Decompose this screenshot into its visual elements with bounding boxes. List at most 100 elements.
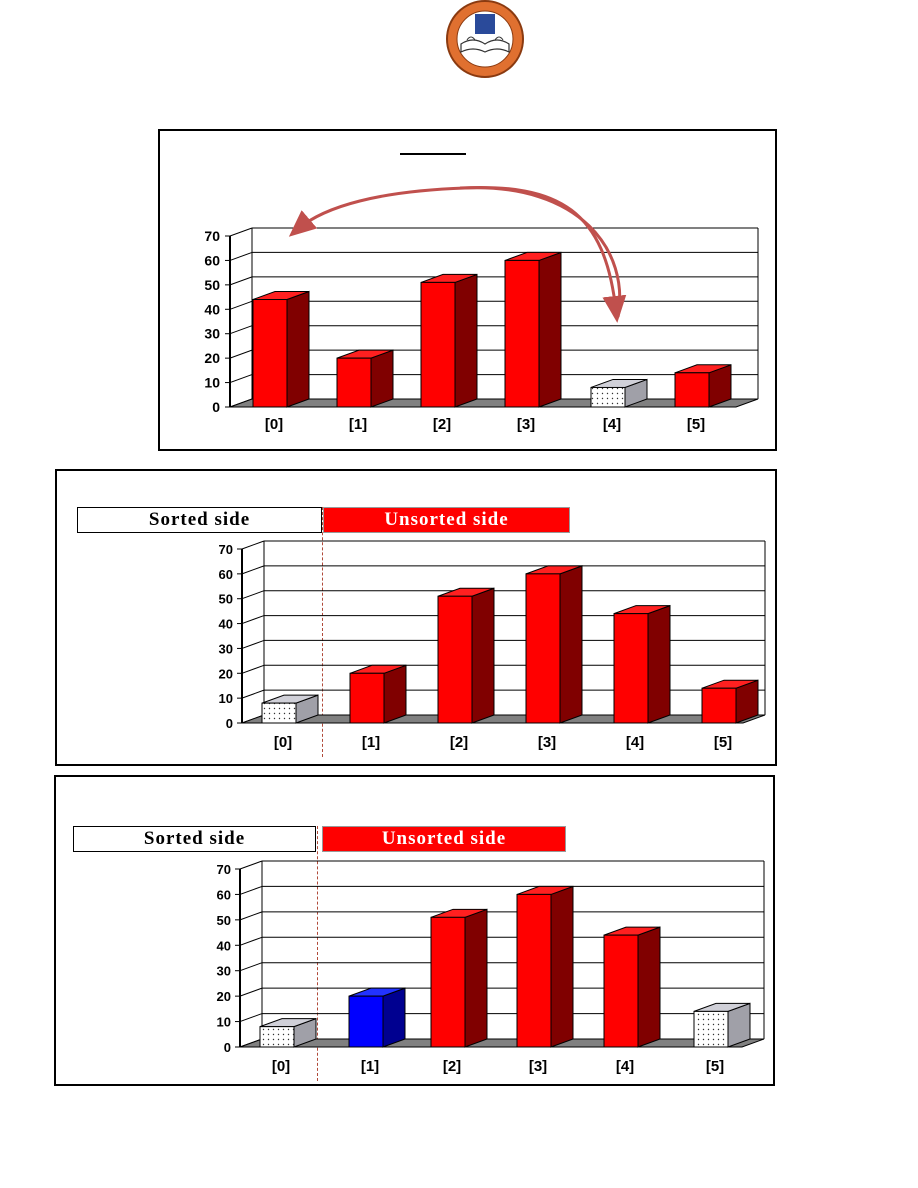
bar-chart-2: 0 10 20 30 40 50 60 70 [0] [1] [2] [3] [4] [5]	[219, 540, 766, 751]
bar-4	[613, 604, 671, 724]
grid-diagonal	[239, 911, 263, 921]
x-tick-label: [5]	[714, 734, 732, 751]
arrow-to-right	[459, 185, 627, 323]
bar-side	[383, 664, 407, 724]
legend-unsorted-side: Unsorted side	[323, 507, 570, 533]
grid-diagonal	[241, 639, 265, 649]
y-tick-label: 20	[219, 666, 233, 681]
university-seal-icon	[446, 0, 524, 78]
y-tick-label: 10	[204, 375, 220, 391]
bar-side	[471, 587, 495, 724]
grid-diagonal	[229, 251, 253, 261]
bar-side	[647, 604, 671, 724]
grid-diagonal	[241, 565, 265, 575]
y-tick-label: 0	[226, 716, 233, 731]
x-tick-label: [3]	[538, 734, 556, 751]
grid-diagonal	[239, 987, 263, 997]
legend-sorted-side: Sorted side	[73, 826, 316, 852]
bar-side	[454, 273, 478, 408]
x-tick-label: [0]	[265, 416, 283, 433]
sorted-boundary-line	[317, 826, 318, 1081]
y-tick-label: 40	[204, 301, 220, 317]
x-tick-label: [0]	[272, 1058, 290, 1075]
bar-chart-1: 0 10 20 30 40 50 60 70 [0] [1] [2] [3] [4] [5]	[204, 185, 759, 433]
x-tick-label: [4]	[616, 1058, 634, 1075]
bar-front	[674, 372, 710, 408]
bar-0	[259, 1017, 317, 1048]
bar-side	[550, 885, 574, 1048]
x-tick-label: [2]	[443, 1058, 461, 1075]
bar-2	[430, 908, 488, 1048]
bar-side	[382, 987, 406, 1048]
x-tick-label: [3]	[517, 416, 535, 433]
x-tick-label: [4]	[626, 734, 644, 751]
bar-4	[590, 378, 648, 408]
y-tick-label: 20	[204, 350, 220, 366]
y-tick-label: 50	[204, 277, 220, 293]
bar-front	[420, 281, 456, 408]
bar-3	[516, 885, 574, 1048]
bar-chart-3: 0 10 20 30 40 50 60 70 [0] [1] [2] [3] [4] [5]	[217, 860, 765, 1075]
chart-floor	[239, 1038, 765, 1048]
bar-front	[349, 672, 385, 724]
y-tick-label: 40	[219, 617, 233, 632]
grid-diagonal	[229, 276, 253, 286]
bar-1	[348, 987, 406, 1048]
grid-diagonal	[229, 349, 253, 359]
bar-front	[613, 613, 649, 724]
grid-diagonal	[239, 936, 263, 946]
grid-diagonal	[241, 540, 265, 550]
legend-sorted-side: Sorted side	[77, 507, 322, 533]
bar-side	[464, 908, 488, 1048]
y-tick-label: 30	[204, 326, 220, 342]
bar-0	[252, 290, 310, 408]
x-tick-label: [4]	[603, 416, 621, 433]
title-underline	[400, 153, 466, 155]
bar-front	[525, 573, 561, 724]
bar-5	[674, 364, 732, 408]
y-tick-label: 10	[217, 1015, 231, 1030]
bar-front	[437, 595, 473, 724]
bar-front	[590, 386, 626, 408]
y-tick-label: 0	[224, 1040, 231, 1055]
y-tick-label: 60	[217, 887, 231, 902]
y-tick-label: 60	[204, 252, 220, 268]
grid-diagonal	[229, 325, 253, 335]
chart-floor	[241, 714, 766, 724]
grid-diagonal	[229, 300, 253, 310]
x-tick-label: [3]	[529, 1058, 547, 1075]
bar-2	[420, 273, 478, 408]
x-tick-label: [5]	[687, 416, 705, 433]
bar-front	[516, 893, 552, 1048]
bar-front	[259, 1026, 295, 1048]
grid-diagonal	[241, 590, 265, 600]
grid-diagonal	[241, 615, 265, 625]
bar-side	[559, 565, 583, 724]
y-tick-label: 10	[219, 691, 233, 706]
chart-panel-2: Sorted side Unsorted side 0 10 20 30 40 50 60 7…	[55, 469, 777, 766]
y-tick-label: 70	[204, 228, 220, 244]
bar-front	[603, 934, 639, 1048]
bar-front	[252, 299, 288, 408]
bar-2	[437, 587, 495, 724]
grid-diagonal	[239, 962, 263, 972]
grid-diagonal	[239, 885, 263, 895]
x-tick-label: [1]	[362, 734, 380, 751]
bar-front	[336, 357, 372, 408]
y-tick-label: 50	[219, 592, 233, 607]
bar-side	[538, 251, 562, 408]
chart-panel-1: 0 10 20 30 40 50 60 70 [0] [1] [2] [3] [4] [5]	[158, 129, 777, 451]
bar-front	[261, 702, 297, 724]
grid-diagonal	[229, 227, 253, 237]
sorted-boundary-line	[322, 507, 323, 757]
bar-front	[348, 995, 384, 1048]
y-tick-label: 30	[217, 964, 231, 979]
x-tick-label: [0]	[274, 734, 292, 751]
y-tick-label: 50	[217, 913, 231, 928]
bar-side	[286, 290, 310, 408]
y-tick-label: 40	[217, 938, 231, 953]
y-tick-label: 60	[219, 567, 233, 582]
bar-front	[504, 259, 540, 408]
x-tick-label: [2]	[450, 734, 468, 751]
grid-diagonal	[239, 1013, 263, 1023]
